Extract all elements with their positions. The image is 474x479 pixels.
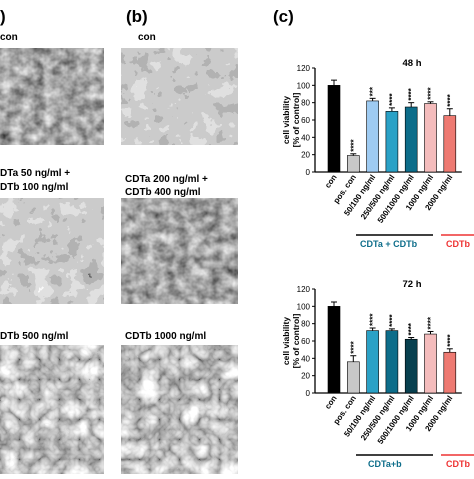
y-axis-label-line2: [% of control] — [291, 92, 301, 147]
y-tick-label: 100 — [297, 302, 311, 311]
micrograph-b-cdtb — [121, 345, 238, 474]
y-tick-label: 20 — [301, 372, 310, 381]
significance-label: **** — [349, 138, 358, 151]
bar — [327, 85, 341, 173]
y-axis-label-line1: cell viability — [281, 96, 291, 144]
category-label: con — [323, 394, 339, 411]
bar — [424, 103, 437, 173]
significance-label: **** — [446, 333, 455, 346]
y-tick-label: 60 — [301, 337, 310, 346]
y-tick-label: 20 — [301, 151, 310, 160]
y-tick-label: 0 — [306, 389, 311, 398]
y-axis-label-line1: cell viability — [281, 317, 291, 365]
group-labels: CDTa + CDTb CDTb CDTa+b CDTb — [356, 234, 474, 469]
significance-label: **** — [427, 316, 436, 329]
chart-title: 48 h — [402, 58, 421, 69]
bar — [404, 106, 418, 173]
significance-label: **** — [407, 87, 416, 100]
panel-a-label: ) — [0, 7, 6, 26]
y-tick-label: 40 — [301, 354, 310, 363]
bar — [443, 351, 457, 394]
y-axis-label-line2: [% of control] — [291, 313, 301, 368]
caption-a-cdtb: DTb 500 ng/ml — [0, 331, 69, 342]
y-tick-label: 120 — [297, 64, 311, 73]
y-tick-label: 40 — [301, 133, 310, 142]
group-label-cdtb-48: CDTb — [446, 239, 470, 249]
bar — [404, 338, 418, 394]
caption-a-control: con — [0, 32, 18, 43]
y-tick-label: 120 — [297, 285, 311, 294]
bar — [385, 111, 399, 173]
bar — [327, 306, 341, 394]
bar — [366, 100, 379, 173]
group-label-combo-48: CDTa + CDTb — [360, 239, 418, 249]
significance-label: **** — [446, 93, 455, 106]
caption-b-combo-line2: CDTb 400 ng/ml — [125, 187, 201, 198]
group-label-combo-72: CDTa+b — [368, 459, 402, 469]
bar — [424, 333, 437, 394]
chart-title: 72 h — [402, 279, 421, 290]
panel-b-micrographs — [121, 48, 238, 474]
panel-b-label: (b) — [126, 7, 148, 26]
y-tick-label: 80 — [301, 99, 310, 108]
y-tick-label: 0 — [306, 168, 311, 177]
y-tick-label: 60 — [301, 116, 310, 125]
significance-label: **** — [407, 322, 416, 335]
bar — [346, 361, 360, 394]
micrograph-a-cdtb — [0, 345, 104, 474]
bar — [443, 115, 457, 173]
y-tick-label: 100 — [297, 81, 311, 90]
bar — [385, 330, 399, 394]
significance-label: **** — [388, 93, 397, 106]
bar — [366, 330, 379, 394]
micrograph-a-combo — [0, 198, 104, 304]
category-label: con — [323, 173, 339, 190]
caption-a-combo-line2: DTb 100 ng/ml — [0, 182, 69, 193]
y-tick-label: 80 — [301, 320, 310, 329]
micrograph-b-combo — [121, 198, 238, 304]
group-label-cdtb-72: CDTb — [446, 459, 470, 469]
significance-label: **** — [349, 340, 358, 353]
caption-b-cdtb: CDTb 1000 ng/ml — [125, 331, 206, 342]
caption-b-control: con — [138, 32, 156, 43]
panel-c-label: (c) — [273, 7, 294, 26]
panel-a-micrographs — [0, 48, 104, 474]
chart-48h: 0 20 40 60 80 100 120 cell viability [% of contr… — [281, 58, 462, 225]
micrograph-a-control — [0, 48, 104, 145]
caption-a-combo-line1: DTa 50 ng/ml + — [0, 168, 70, 179]
significance-label: **** — [369, 313, 378, 326]
significance-label: **** — [388, 314, 397, 327]
significance-label: **** — [427, 86, 436, 99]
chart-72h: 0 20 40 60 80 100 120 cell viability [% of contr… — [281, 279, 462, 446]
bar — [346, 155, 360, 173]
significance-label: *** — [369, 86, 378, 96]
micrograph-b-control — [121, 48, 238, 145]
caption-b-combo-line1: CDTa 200 ng/ml + — [125, 174, 208, 185]
